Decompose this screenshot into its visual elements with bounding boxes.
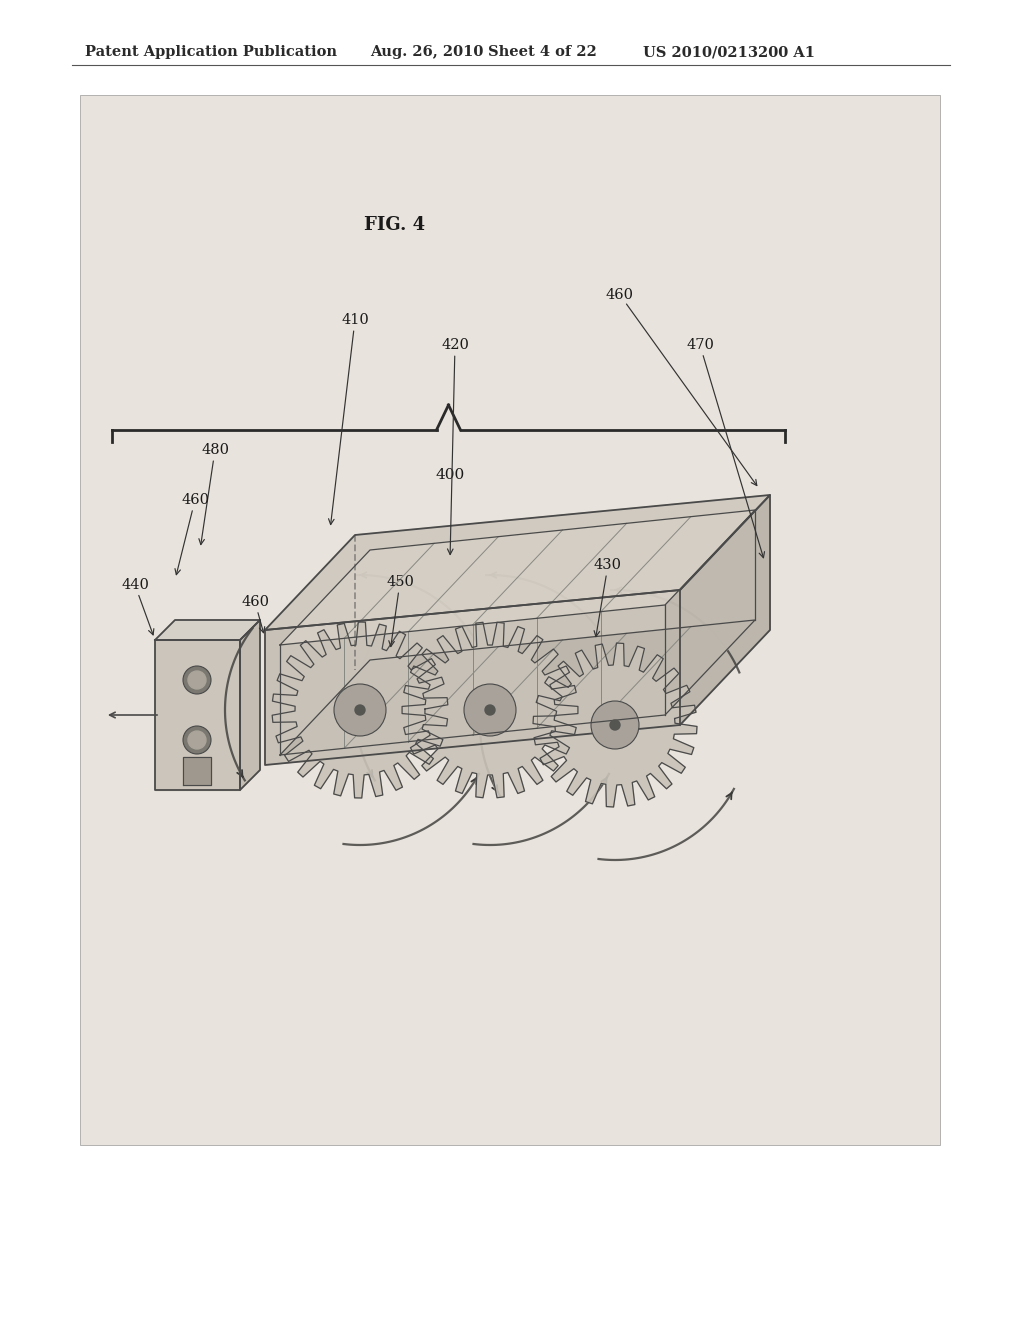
Polygon shape [534, 643, 697, 807]
Circle shape [610, 719, 620, 730]
Polygon shape [280, 510, 755, 645]
Circle shape [188, 671, 206, 689]
Polygon shape [402, 622, 578, 797]
Circle shape [183, 726, 211, 754]
Circle shape [485, 705, 495, 715]
Circle shape [183, 667, 211, 694]
Text: 450: 450 [386, 576, 414, 589]
Text: FIG. 4: FIG. 4 [365, 216, 426, 234]
Text: 460: 460 [241, 595, 269, 609]
Text: Sheet 4 of 22: Sheet 4 of 22 [488, 45, 597, 59]
Text: 420: 420 [441, 338, 469, 352]
Polygon shape [280, 605, 665, 755]
Text: 430: 430 [594, 558, 622, 572]
Text: 400: 400 [435, 469, 465, 482]
Polygon shape [265, 495, 770, 630]
Text: 470: 470 [686, 338, 714, 352]
Circle shape [464, 684, 516, 737]
Circle shape [334, 684, 386, 737]
Text: 440: 440 [121, 578, 148, 591]
Bar [80, 95, 940, 1144]
Text: 410: 410 [341, 313, 369, 327]
Text: 460: 460 [181, 492, 209, 507]
Polygon shape [680, 495, 770, 725]
Polygon shape [265, 590, 680, 766]
Circle shape [591, 701, 639, 748]
Text: Aug. 26, 2010: Aug. 26, 2010 [370, 45, 483, 59]
Polygon shape [272, 622, 447, 799]
Polygon shape [665, 510, 755, 715]
Polygon shape [280, 620, 755, 755]
Text: US 2010/0213200 A1: US 2010/0213200 A1 [643, 45, 815, 59]
Circle shape [188, 731, 206, 748]
Text: 480: 480 [201, 444, 229, 457]
Polygon shape [155, 640, 240, 789]
Polygon shape [183, 756, 211, 785]
Polygon shape [240, 620, 260, 789]
Circle shape [355, 705, 365, 715]
Text: 460: 460 [606, 288, 634, 302]
Text: Patent Application Publication: Patent Application Publication [85, 45, 337, 59]
Polygon shape [155, 620, 260, 640]
